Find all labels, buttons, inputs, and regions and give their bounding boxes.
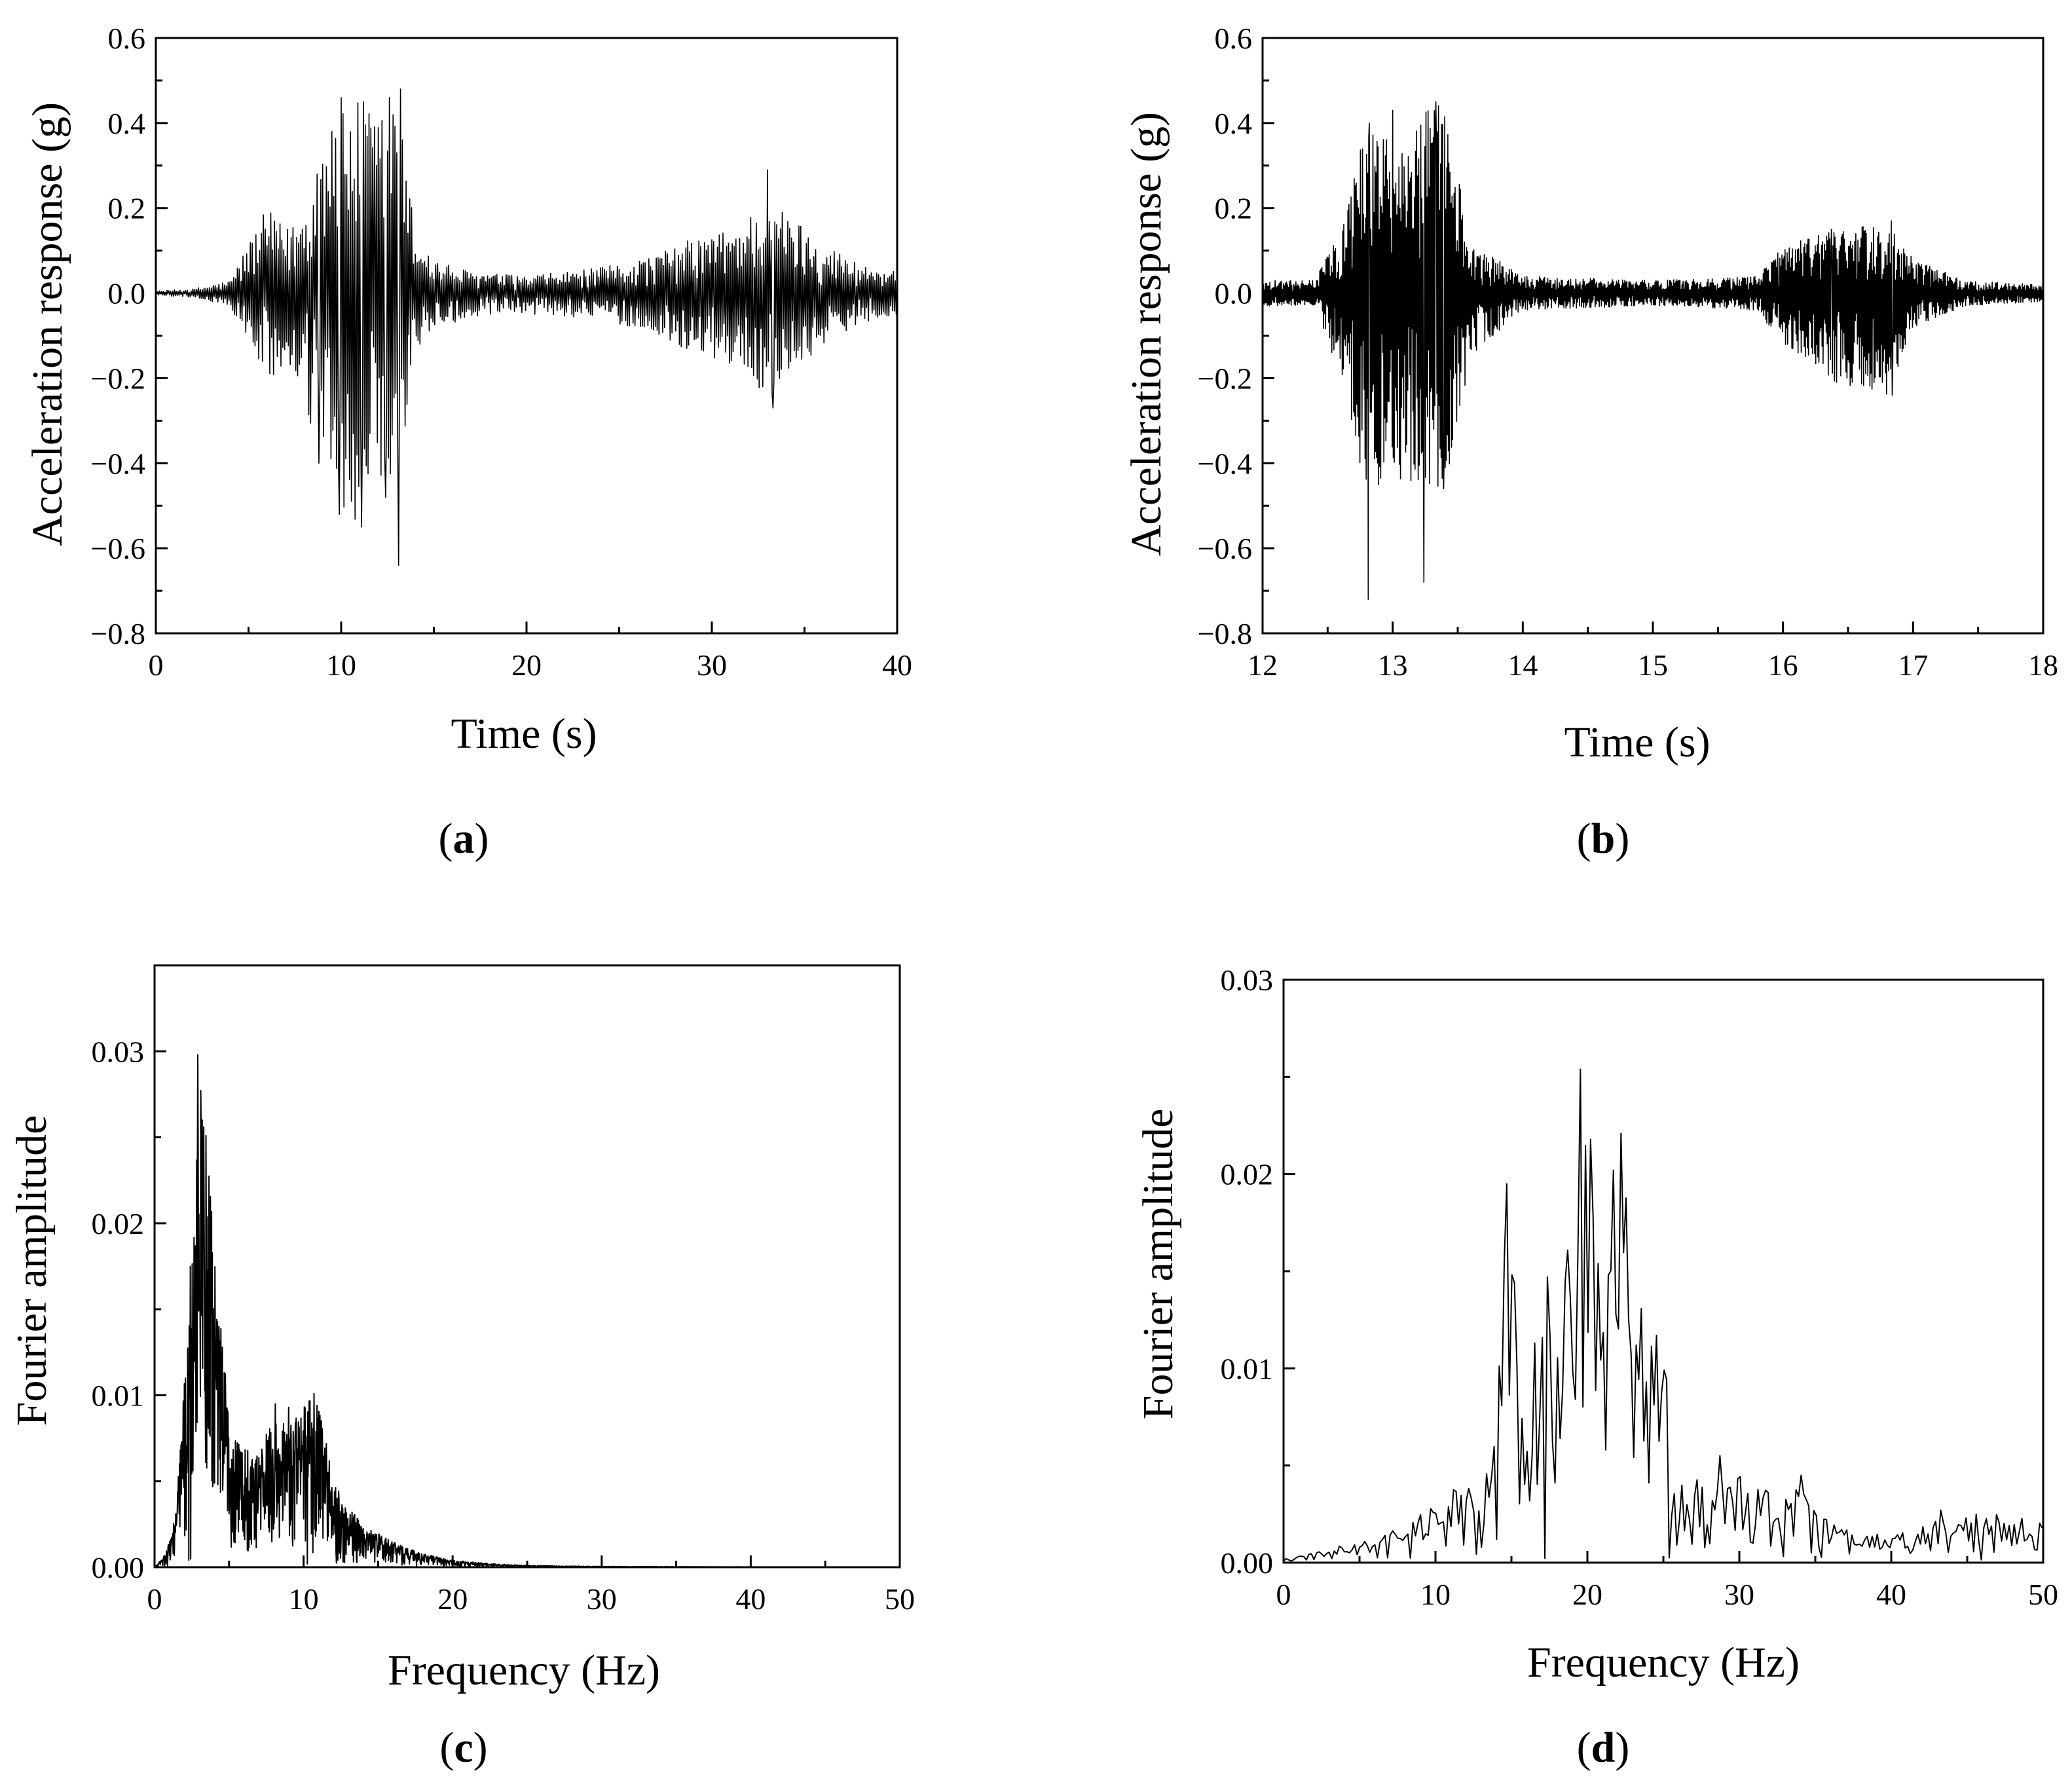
panel-d-tag: (d) bbox=[1577, 1724, 1630, 1772]
panel-c-plot: 0 10 20 30 40 50 0.03 0.02 0.01 0.00 bbox=[92, 964, 915, 1616]
panel-c-x-tick-label: 10 bbox=[289, 1582, 319, 1616]
panel-b-tag: (b) bbox=[1577, 815, 1630, 863]
panel-c: 0 10 20 30 40 50 0.03 0.02 0.01 0.00 Frequency (H… bbox=[8, 964, 915, 1772]
panel-b-y-tick-label: 0.6 bbox=[1215, 22, 1253, 55]
panel-a-y-tick-label: 0.2 bbox=[108, 192, 146, 225]
panel-a-x-tick-label: 40 bbox=[882, 648, 912, 682]
panel-a-series-line bbox=[156, 88, 897, 566]
panel-b-x-tick-label: 16 bbox=[1768, 648, 1798, 682]
panel-c-y-tick-label: 0.02 bbox=[92, 1207, 145, 1240]
panel-b-series-line bbox=[1263, 101, 2043, 600]
panel-a-y-tick-label: 0.4 bbox=[108, 107, 146, 140]
panel-a: 0 10 20 30 40 0.6 0.4 0.2 0.0 −0.2 −0.4 −0.6 −0.8 Ti… bbox=[24, 22, 912, 863]
panel-c-ylabel: Fourier amplitude bbox=[8, 1115, 56, 1426]
panel-d-plot: 0 10 20 30 40 50 0.03 0.02 0.01 0.00 bbox=[1221, 963, 2059, 1611]
panel-c-xlabel: Frequency (Hz) bbox=[388, 1646, 660, 1694]
panel-d-y-tick-label: 0.00 bbox=[1221, 1546, 1274, 1580]
panel-a-xlabel: Time (s) bbox=[451, 710, 597, 758]
panel-b-x-tick-label: 17 bbox=[1898, 648, 1928, 682]
panel-a-x-tick-label: 30 bbox=[697, 648, 727, 682]
panel-b-y-tick-label: 0.4 bbox=[1215, 107, 1253, 140]
panel-b-x-tick-label: 18 bbox=[2028, 648, 2058, 682]
panel-c-y-tick-label: 0.01 bbox=[92, 1379, 145, 1412]
panel-d-y-tick-label: 0.01 bbox=[1221, 1352, 1274, 1385]
panel-b-y-tick-label: −0.4 bbox=[1198, 447, 1252, 480]
panel-d: 0 10 20 30 40 50 0.03 0.02 0.01 0.00 Frequency (H… bbox=[1134, 963, 2058, 1772]
panel-b-ylabel: Acceleration response (g) bbox=[1122, 112, 1170, 556]
panel-b-y-tick-label: 0.2 bbox=[1215, 192, 1253, 225]
panel-b-xlabel: Time (s) bbox=[1564, 718, 1710, 766]
panel-d-ylabel: Fourier amplitude bbox=[1134, 1109, 1182, 1420]
panel-c-x-tick-label: 30 bbox=[587, 1582, 617, 1616]
panel-a-y-tick-label: −0.6 bbox=[91, 532, 145, 565]
panel-a-y-tick-label: −0.4 bbox=[91, 447, 145, 480]
panel-c-x-tick-label: 50 bbox=[885, 1582, 915, 1616]
panel-c-x-tick-label: 0 bbox=[147, 1582, 162, 1616]
panel-a-x-tick-label: 20 bbox=[511, 648, 542, 682]
panel-a-y-tick-label: 0.0 bbox=[108, 277, 146, 310]
panel-b-y-tick-label: 0.0 bbox=[1215, 277, 1253, 310]
panel-c-y-tick-label: 0.03 bbox=[92, 1035, 145, 1068]
panel-b: 12 13 14 15 16 17 18 0.6 0.4 0.2 0.0 −0.2 −0.4 −0.6 −0… bbox=[1122, 22, 2058, 863]
panel-d-x-tick-label: 10 bbox=[1420, 1578, 1451, 1611]
panel-b-y-tick-label: −0.2 bbox=[1198, 362, 1252, 395]
panel-b-y-tick-label: −0.6 bbox=[1198, 532, 1252, 565]
panel-c-tag: (c) bbox=[439, 1724, 487, 1772]
panel-d-y-tick-label: 0.02 bbox=[1221, 1158, 1274, 1191]
panel-d-x-tick-label: 0 bbox=[1276, 1578, 1291, 1611]
panel-c-y-tick-label: 0.00 bbox=[92, 1551, 145, 1584]
panel-d-x-tick-label: 30 bbox=[1724, 1578, 1754, 1611]
panel-b-x-tick-label: 15 bbox=[1638, 648, 1668, 682]
panel-a-x-tick-label: 10 bbox=[326, 648, 356, 682]
panel-a-y-tick-label: 0.6 bbox=[108, 22, 146, 55]
panel-d-x-tick-label: 20 bbox=[1572, 1578, 1602, 1611]
panel-d-y-tick-label: 0.03 bbox=[1221, 963, 1274, 997]
panel-a-y-tick-label: −0.2 bbox=[91, 362, 145, 395]
panel-a-x-tick-label: 0 bbox=[149, 648, 164, 682]
panel-d-xlabel: Frequency (Hz) bbox=[1527, 1639, 1800, 1686]
panel-b-plot: 12 13 14 15 16 17 18 0.6 0.4 0.2 0.0 −0.2 −0.4 −0.6 −0… bbox=[1198, 22, 2058, 682]
panel-d-x-tick-label: 50 bbox=[2028, 1578, 2058, 1611]
panel-d-series-line bbox=[1284, 1068, 2043, 1562]
panel-d-x-tick-label: 40 bbox=[1876, 1578, 1906, 1611]
panel-a-ylabel: Acceleration response (g) bbox=[24, 102, 71, 546]
panel-b-x-tick-label: 13 bbox=[1378, 648, 1408, 682]
panel-b-y-tick-label: −0.8 bbox=[1198, 617, 1252, 650]
panel-c-x-tick-label: 20 bbox=[437, 1582, 468, 1616]
panel-b-x-tick-label: 14 bbox=[1508, 648, 1538, 682]
panel-c-x-tick-label: 40 bbox=[735, 1582, 766, 1616]
panel-b-x-tick-label: 12 bbox=[1248, 648, 1278, 682]
panel-a-tag: (a) bbox=[439, 815, 489, 863]
panel-a-y-tick-label: −0.8 bbox=[91, 617, 145, 650]
panel-a-plot: 0 10 20 30 40 0.6 0.4 0.2 0.0 −0.2 −0.4 −0.6 −0.8 bbox=[91, 22, 912, 682]
